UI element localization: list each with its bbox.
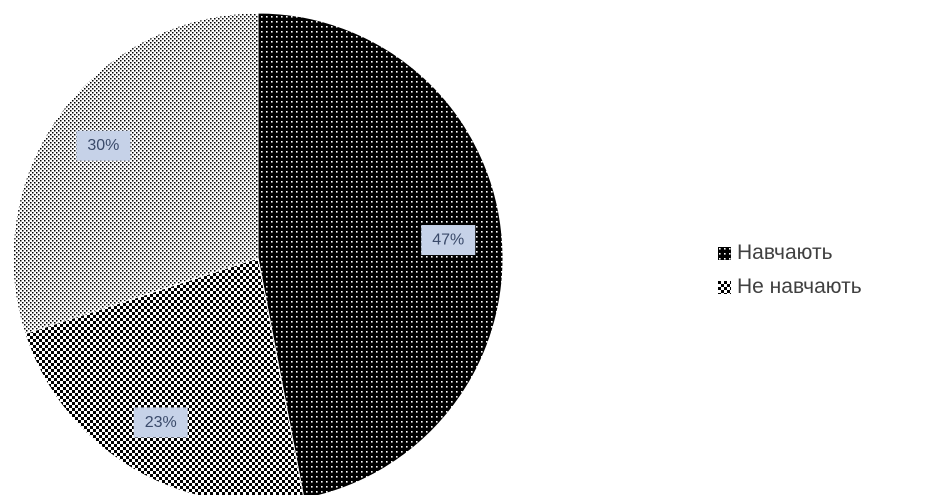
legend: Навчають Не навчають xyxy=(718,238,862,306)
legend-swatch-2 xyxy=(718,280,731,294)
pie-slice-2 xyxy=(24,257,304,495)
legend-label-2: Не навчають xyxy=(737,275,862,298)
legend-item-2: Не навчають xyxy=(718,272,862,302)
pie-slice-3 xyxy=(12,12,259,335)
pie-data-label-3: 30% xyxy=(76,130,131,161)
pie-data-label-text-3: 30% xyxy=(87,137,119,154)
pie-data-label-bg-3 xyxy=(76,130,131,161)
pie-data-label-1: 47% xyxy=(421,225,476,256)
pie-data-label-bg-1 xyxy=(421,225,476,256)
legend-label-1: Навчають xyxy=(737,241,833,264)
pie-slices xyxy=(12,12,504,495)
pie-data-label-text-2: 23% xyxy=(145,414,177,431)
pie-slice-1 xyxy=(257,12,504,495)
pie-data-labels: 47% 23% 30% xyxy=(76,130,476,438)
legend-swatch-1 xyxy=(718,246,731,260)
pie-data-label-bg-2 xyxy=(133,407,188,438)
pie-data-label-2: 23% xyxy=(133,407,188,438)
pie-data-label-text-1: 47% xyxy=(432,232,464,249)
legend-item-1: Навчають xyxy=(718,238,862,268)
